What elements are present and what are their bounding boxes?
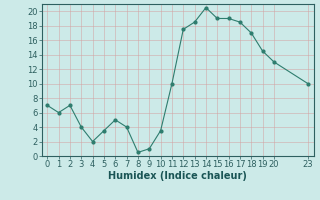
X-axis label: Humidex (Indice chaleur): Humidex (Indice chaleur) (108, 171, 247, 181)
